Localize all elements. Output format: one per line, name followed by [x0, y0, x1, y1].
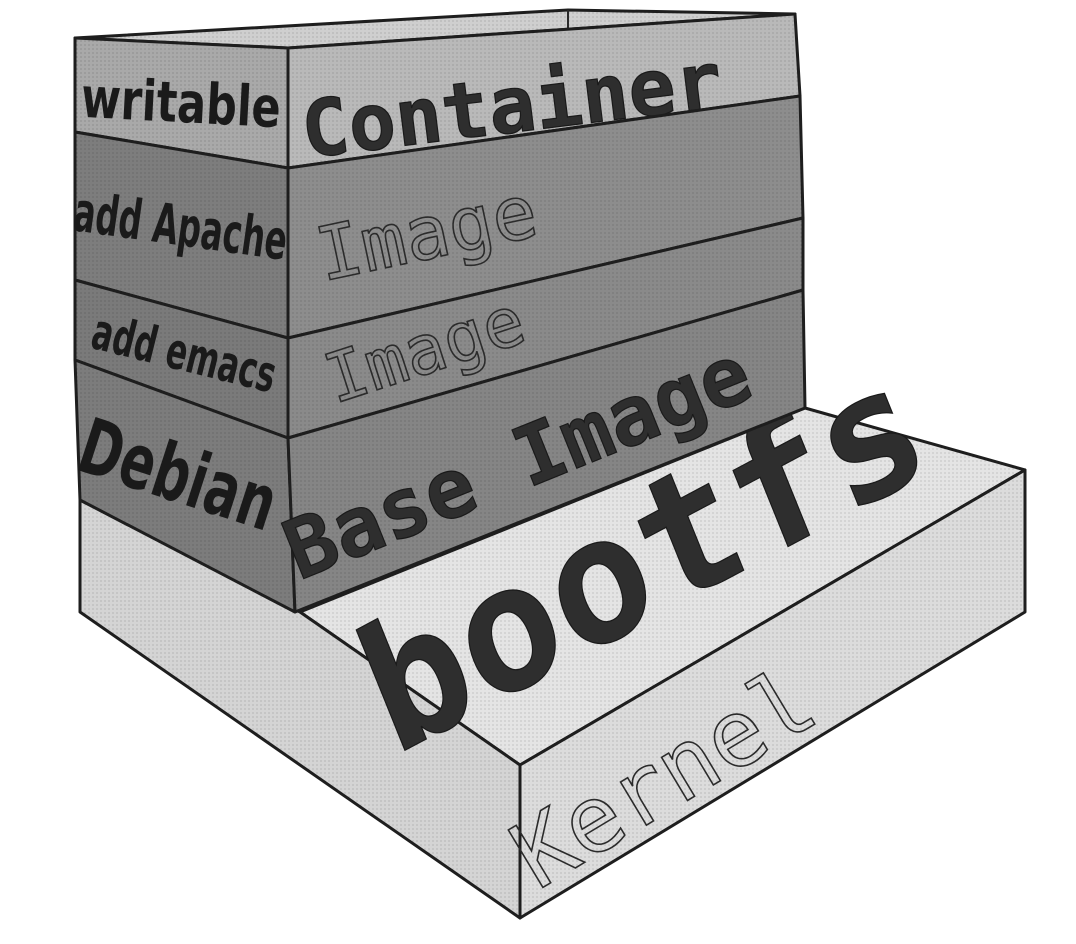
writable-label: writable: [80, 65, 283, 140]
layer-apache: add Apache Image: [70, 94, 805, 340]
layer-emacs: add emacs Image: [73, 216, 805, 440]
layer-stack: writable Container add Apache Image add …: [68, 8, 807, 614]
